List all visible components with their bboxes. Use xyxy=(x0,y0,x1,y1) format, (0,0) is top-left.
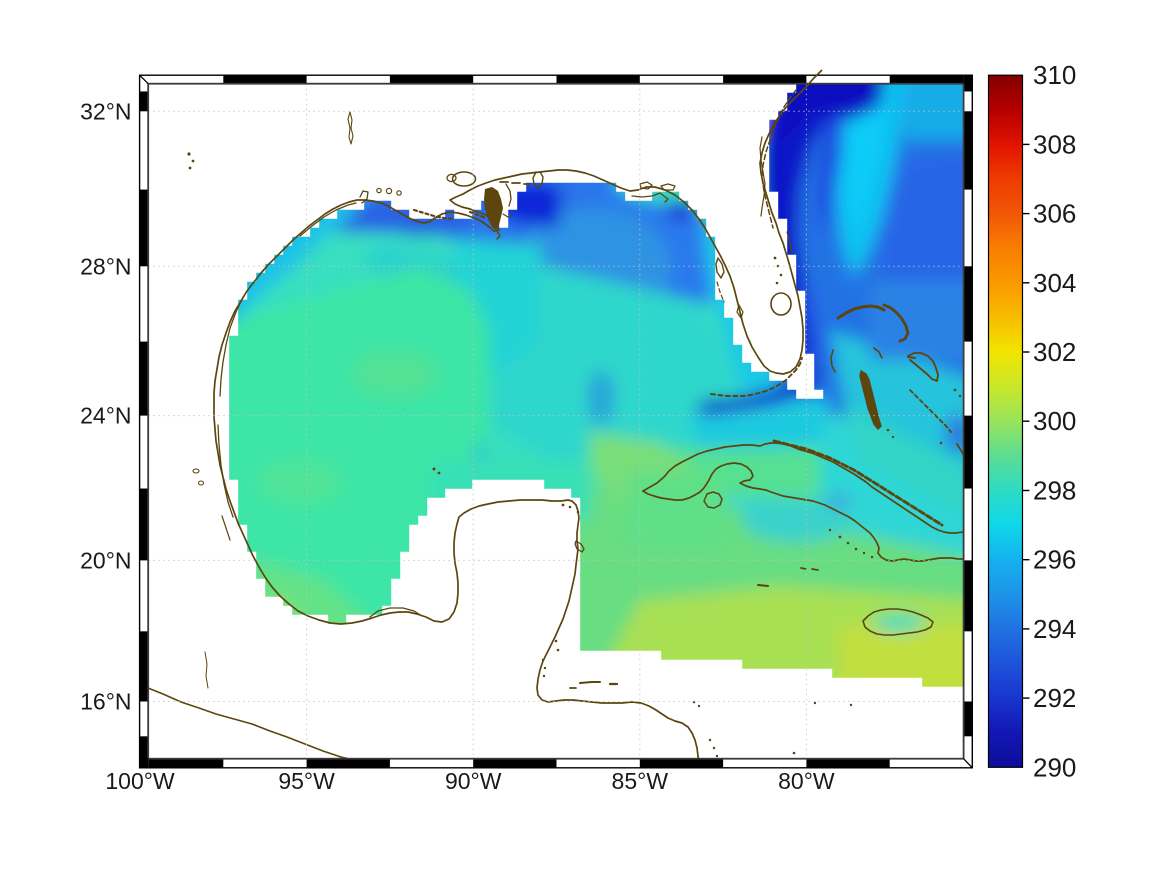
svg-text:296: 296 xyxy=(1033,545,1076,575)
svg-text:90°W: 90°W xyxy=(445,768,502,794)
svg-text:100°W: 100°W xyxy=(105,768,175,794)
svg-text:80°W: 80°W xyxy=(778,768,835,794)
svg-text:304: 304 xyxy=(1033,268,1076,298)
svg-text:28°N: 28°N xyxy=(80,253,131,279)
svg-text:24°N: 24°N xyxy=(80,403,131,429)
svg-text:302: 302 xyxy=(1033,337,1076,367)
svg-text:294: 294 xyxy=(1033,614,1076,644)
svg-text:20°N: 20°N xyxy=(80,547,131,573)
svg-text:292: 292 xyxy=(1033,683,1076,713)
svg-text:85°W: 85°W xyxy=(612,768,669,794)
svg-text:306: 306 xyxy=(1033,199,1076,229)
svg-text:310: 310 xyxy=(1033,60,1076,90)
svg-text:300: 300 xyxy=(1033,406,1076,436)
svg-text:290: 290 xyxy=(1033,752,1076,782)
svg-text:308: 308 xyxy=(1033,129,1076,159)
svg-text:32°N: 32°N xyxy=(80,98,131,124)
svg-text:298: 298 xyxy=(1033,476,1076,506)
svg-text:16°N: 16°N xyxy=(80,689,131,715)
svg-text:95°W: 95°W xyxy=(278,768,335,794)
